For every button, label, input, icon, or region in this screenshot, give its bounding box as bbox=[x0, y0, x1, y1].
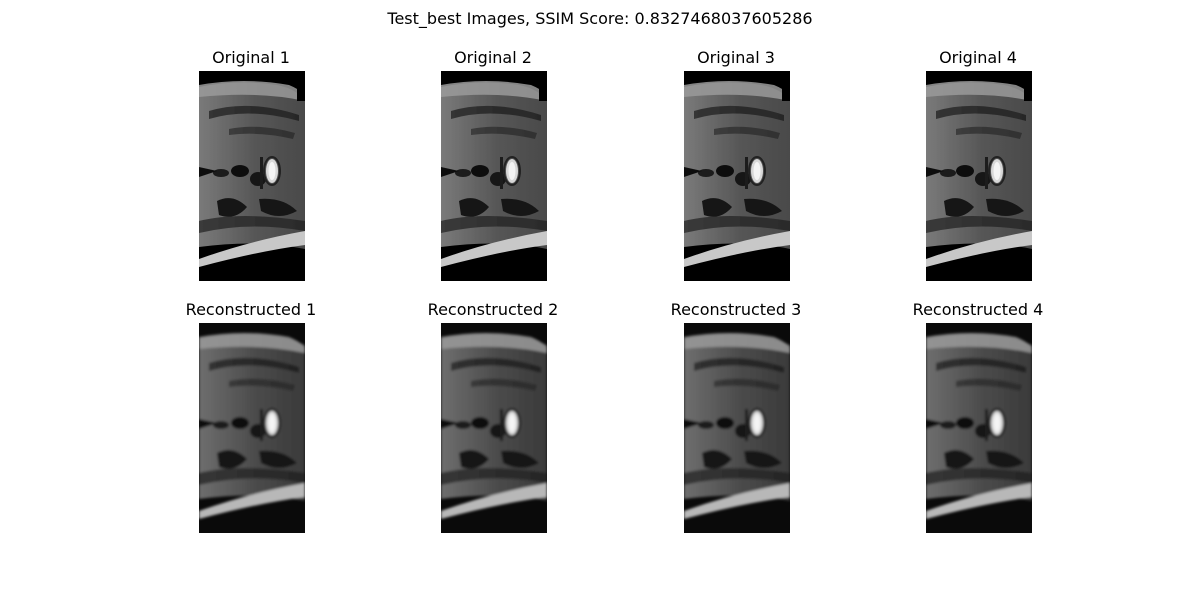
panel-title: Reconstructed 2 bbox=[427, 300, 559, 319]
mri-image-original-2 bbox=[441, 71, 547, 281]
mri-image-reconstructed-3 bbox=[684, 323, 790, 533]
mri-image-reconstructed-4 bbox=[926, 323, 1032, 533]
figure-title: Test_best Images, SSIM Score: 0.83274680… bbox=[387, 9, 813, 28]
panel-title: Reconstructed 1 bbox=[185, 300, 317, 319]
mri-image-reconstructed-1 bbox=[199, 323, 305, 533]
panel-title: Original 3 bbox=[697, 48, 775, 67]
mri-image-original-4 bbox=[926, 71, 1032, 281]
mri-image-original-1 bbox=[199, 71, 305, 281]
mri-image-reconstructed-2 bbox=[441, 323, 547, 533]
panel-title: Reconstructed 4 bbox=[912, 300, 1044, 319]
panel-title: Original 2 bbox=[454, 48, 532, 67]
panel-title: Original 4 bbox=[939, 48, 1017, 67]
mri-image-original-3 bbox=[684, 71, 790, 281]
panel-title: Original 1 bbox=[212, 48, 290, 67]
panel-title: Reconstructed 3 bbox=[670, 300, 802, 319]
